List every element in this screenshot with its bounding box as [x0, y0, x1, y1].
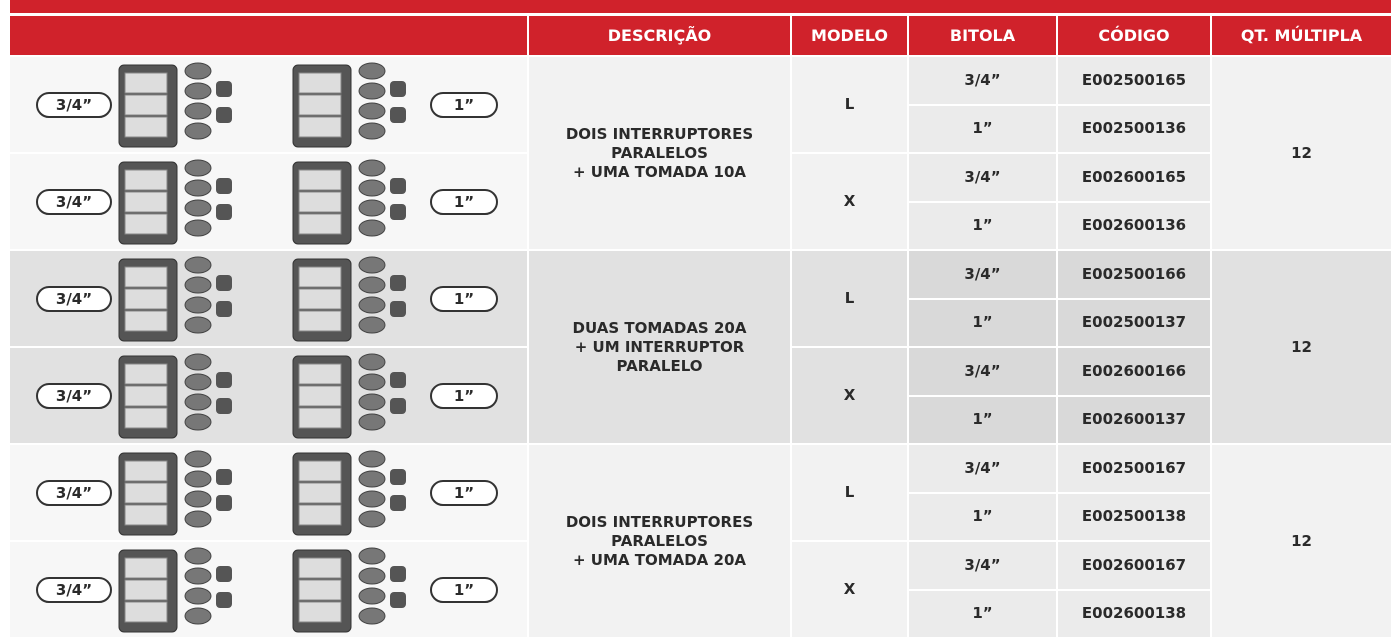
size-pill: 3/4” [36, 188, 112, 215]
product-image [292, 159, 406, 244]
quantity-cell: 12 [1212, 445, 1391, 637]
model-cell: L [792, 251, 907, 346]
size-pill: 3/4” [36, 382, 112, 409]
header-cell: MODELO [792, 16, 907, 55]
product-image [118, 62, 232, 147]
codigo-cell: E002600167 [1058, 542, 1210, 589]
size-pill: 3/4” [36, 91, 112, 118]
bitola-cell: 1” [909, 493, 1056, 540]
description-line: + UMA TOMADA 10A [572, 162, 746, 181]
model-cell: X [792, 542, 907, 637]
quantity-cell: 12 [1212, 251, 1391, 443]
codigo-cell: E002600165 [1058, 154, 1210, 201]
description-cell: DUAS TOMADAS 20A + UM INTERRUPTOR PARALELO [529, 251, 790, 443]
header-image-cell [10, 16, 527, 55]
codigo-cell: E002600136 [1058, 202, 1210, 249]
description-line: DOIS INTERRUPTORES [565, 124, 754, 143]
product-image [118, 547, 232, 632]
codigo-cell: E002500167 [1058, 445, 1210, 492]
product-image [118, 159, 232, 244]
quantity-cell: 12 [1212, 57, 1391, 249]
bitola-cell: 3/4” [909, 57, 1056, 104]
codigo-cell: E002500138 [1058, 493, 1210, 540]
size-pill: 3/4” [36, 285, 112, 312]
codigo-cell: E002500165 [1058, 57, 1210, 104]
top-bar [10, 0, 1391, 13]
bitola-cell: 3/4” [909, 445, 1056, 492]
size-pill: 1” [430, 188, 498, 215]
header-cell: CÓDIGO [1058, 16, 1210, 55]
product-image [118, 256, 232, 341]
description-cell: DOIS INTERRUPTORES PARALELOS + UMA TOMADA … [529, 57, 790, 249]
codigo-cell: E002500137 [1058, 299, 1210, 346]
codigo-cell: E002500136 [1058, 105, 1210, 152]
bitola-cell: 3/4” [909, 542, 1056, 589]
size-pill: 1” [430, 91, 498, 118]
header-cell: DESCRIÇÃO [529, 16, 790, 55]
codigo-cell: E002600166 [1058, 348, 1210, 395]
size-pill: 1” [430, 285, 498, 312]
size-pill: 1” [430, 479, 498, 506]
bitola-cell: 1” [909, 590, 1056, 637]
bitola-cell: 1” [909, 202, 1056, 249]
size-pill: 1” [430, 576, 498, 603]
bitola-cell: 1” [909, 105, 1056, 152]
description-line: DOIS INTERRUPTORES [565, 512, 754, 531]
bitola-cell: 3/4” [909, 154, 1056, 201]
codigo-cell: E002600137 [1058, 396, 1210, 443]
description-line: + UM INTERRUPTOR [574, 337, 745, 356]
description-cell: DOIS INTERRUPTORES PARALELOS + UMA TOMADA … [529, 445, 790, 637]
description-line: PARALELOS [611, 531, 708, 550]
description-line: + UMA TOMADA 20A [572, 550, 746, 569]
product-image [292, 256, 406, 341]
bitola-cell: 1” [909, 396, 1056, 443]
product-image [292, 450, 406, 535]
model-cell: X [792, 154, 907, 249]
bitola-cell: 3/4” [909, 251, 1056, 298]
product-image [118, 450, 232, 535]
size-pill: 3/4” [36, 479, 112, 506]
description-line: PARALELOS [611, 143, 708, 162]
description-line: PARALELO [616, 356, 703, 375]
bitola-cell: 1” [909, 299, 1056, 346]
header-cell: QT. MÚLTIPLA [1212, 16, 1391, 55]
product-image [292, 547, 406, 632]
description-line: DUAS TOMADAS 20A [572, 318, 747, 337]
size-pill: 3/4” [36, 576, 112, 603]
size-pill: 1” [430, 382, 498, 409]
codigo-cell: E002600138 [1058, 590, 1210, 637]
model-cell: L [792, 57, 907, 152]
product-image [118, 353, 232, 438]
bitola-cell: 3/4” [909, 348, 1056, 395]
product-image [292, 62, 406, 147]
codigo-cell: E002500166 [1058, 251, 1210, 298]
model-cell: X [792, 348, 907, 443]
header-cell: BITOLA [909, 16, 1056, 55]
product-image [292, 353, 406, 438]
model-cell: L [792, 445, 907, 540]
